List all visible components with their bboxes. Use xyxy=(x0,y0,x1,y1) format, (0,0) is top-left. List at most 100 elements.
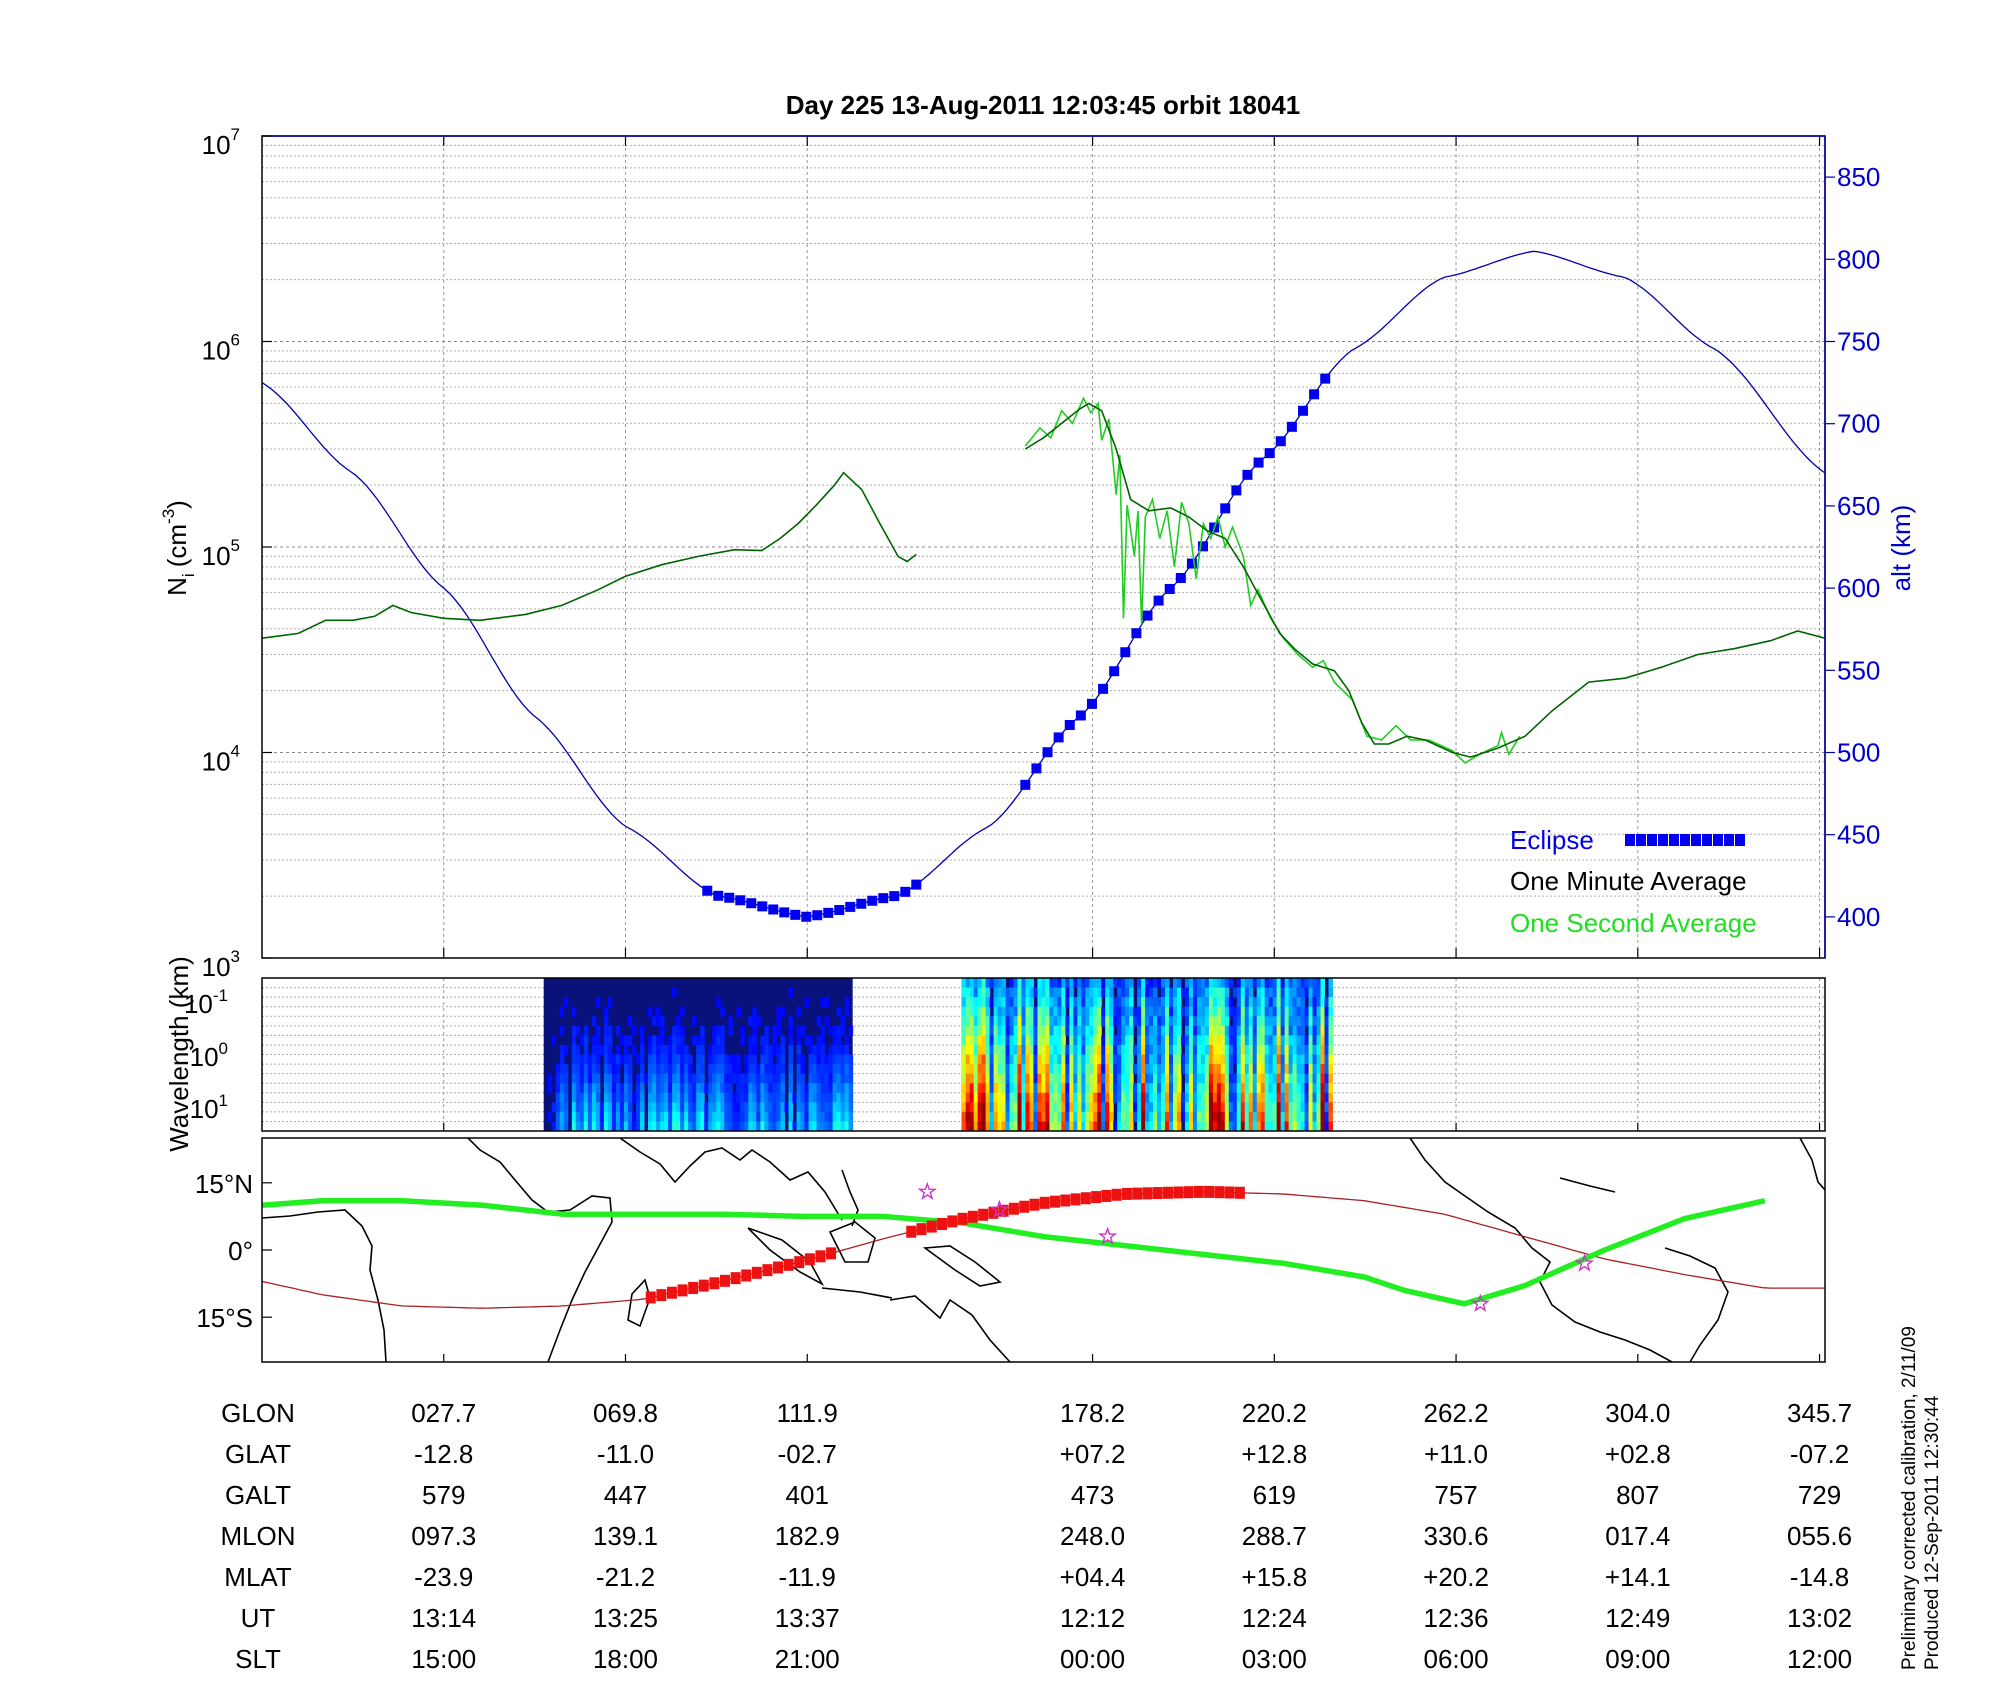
spectrogram-cell xyxy=(575,1054,581,1065)
spectrogram-cell xyxy=(1045,1092,1050,1103)
spectrogram-cell xyxy=(1121,1006,1126,1017)
spectrogram-cell xyxy=(788,1102,793,1113)
spectrogram-cell xyxy=(1296,1025,1302,1036)
spectrogram-cell xyxy=(1276,1102,1282,1113)
spectrogram-cell xyxy=(1013,1044,1019,1055)
spectrogram-cell xyxy=(792,1092,797,1103)
spectrogram-cell xyxy=(764,1035,769,1046)
spectrogram-cell xyxy=(1224,1025,1230,1036)
spectrogram-cell xyxy=(656,1054,661,1065)
spectrogram-cell xyxy=(1264,1035,1270,1046)
spectrogram-cell xyxy=(684,1121,689,1132)
spectrogram-cell xyxy=(1165,1121,1170,1132)
spectrogram-cell xyxy=(1149,1054,1154,1065)
spectrogram-cell xyxy=(1165,1006,1170,1017)
eclipse-marker xyxy=(768,904,779,915)
spectrogram-cell xyxy=(1009,978,1015,989)
spectrogram-cell xyxy=(1113,1073,1118,1084)
spectrogram-cell xyxy=(575,1092,581,1103)
spectrogram-cell xyxy=(1180,1035,1186,1046)
spectrogram-cell xyxy=(796,1044,802,1055)
spectrogram-cell xyxy=(840,1092,846,1103)
spectrogram-cell xyxy=(752,1102,757,1113)
spectrogram-cell xyxy=(1161,1083,1166,1094)
spectrogram-cell xyxy=(1280,1111,1286,1122)
spectrogram-cell xyxy=(1324,997,1329,1008)
eclipse-marker xyxy=(735,895,746,906)
spectrogram-cell xyxy=(1228,1111,1234,1122)
spectrogram-cell xyxy=(1260,997,1266,1008)
spectrogram-cell xyxy=(1244,1092,1250,1103)
spectrogram-cell xyxy=(603,1025,609,1036)
spectrogram-cell xyxy=(1061,1102,1066,1113)
spectrogram-cell xyxy=(728,1016,733,1027)
spectrogram-cell xyxy=(740,1073,745,1084)
spectrogram-cell xyxy=(832,1083,838,1094)
spectrogram-cell xyxy=(1216,1102,1222,1113)
spectrogram-cell xyxy=(563,997,569,1008)
spectrogram-cell xyxy=(1169,1073,1174,1084)
spectrogram-cell xyxy=(828,1025,834,1036)
star-marker xyxy=(917,1181,937,1200)
spectrogram-cell xyxy=(1240,1035,1246,1046)
spectrogram-cell xyxy=(1208,1092,1214,1103)
spectrogram-cell xyxy=(1029,1044,1034,1055)
spectrogram-cell xyxy=(1165,1025,1170,1036)
spectrogram-cell xyxy=(1268,1111,1274,1122)
coast-arabia-india xyxy=(619,1138,843,1221)
spectrogram-cell xyxy=(1165,997,1170,1008)
spectrogram-cell xyxy=(1173,1044,1178,1055)
spectrogram-cell xyxy=(551,1102,557,1113)
spectrogram-cell xyxy=(780,1035,785,1046)
spectrogram-cell xyxy=(1256,1025,1262,1036)
spectrogram-cell xyxy=(656,1064,661,1075)
spectrogram-cell xyxy=(1021,1044,1027,1055)
spectrogram-cell xyxy=(668,1092,673,1103)
spectrogram-cell xyxy=(1089,1054,1094,1065)
track-marker xyxy=(1152,1187,1163,1200)
spectrogram-cell xyxy=(716,1092,721,1103)
spectrogram-cell xyxy=(1029,1054,1034,1065)
spectrogram-cell xyxy=(672,1111,677,1122)
y-tick-base: 10 xyxy=(202,336,231,366)
spectrogram-cell xyxy=(1260,1083,1266,1094)
spectrogram-cell xyxy=(1061,997,1066,1008)
y-tick-base: 10 xyxy=(202,952,231,982)
spectrogram-cell xyxy=(1288,1016,1294,1027)
spectrogram-cell xyxy=(1173,1083,1178,1094)
spectrogram-cell xyxy=(989,1083,995,1094)
spectrogram-cell xyxy=(1220,978,1226,989)
spectrogram-cell xyxy=(1085,1016,1090,1027)
spectrogram-cell xyxy=(631,1092,637,1103)
spectrogram-cell xyxy=(547,1111,553,1122)
spectrogram-cell xyxy=(844,1064,850,1075)
spectrogram-cell xyxy=(1276,987,1282,998)
spectrogram-cell xyxy=(684,1054,689,1065)
table-cell: 401 xyxy=(786,1480,829,1510)
spectrogram-cell xyxy=(820,1035,826,1046)
spectrogram-cell xyxy=(993,1083,999,1094)
spectrogram-cell xyxy=(1212,1083,1218,1094)
spectrogram-cell xyxy=(688,1111,693,1122)
spectrogram-cell xyxy=(1208,997,1214,1008)
spectrogram-cell xyxy=(1240,1092,1246,1103)
spectrogram-cell xyxy=(1188,1083,1194,1094)
track-marker xyxy=(783,1258,794,1271)
spectrogram-cell xyxy=(1105,1006,1110,1017)
spectrogram-cell xyxy=(828,1092,834,1103)
orbit-data-table: GLON 027.7 069.8 111.9 178.2 220.2 262.2 304.0 3… xyxy=(220,1398,1852,1674)
spectrogram-cell xyxy=(1105,1111,1110,1122)
spectrogram-cell xyxy=(1149,1102,1154,1113)
spectrogram-cell xyxy=(1101,1064,1106,1075)
spectrogram-cell xyxy=(672,1064,677,1075)
spectrogram-cell xyxy=(840,1102,846,1113)
spectrogram-cell xyxy=(656,1111,661,1122)
spectrogram-cell xyxy=(587,1092,593,1103)
spectrogram-cell xyxy=(1312,997,1318,1008)
table-cell: +04.4 xyxy=(1060,1562,1126,1592)
spectrogram-cell xyxy=(828,1121,834,1132)
spectrogram-cell xyxy=(1137,987,1142,998)
spectrogram-cell xyxy=(708,1102,713,1113)
eclipse-marker xyxy=(1086,698,1097,709)
spectrogram-cell xyxy=(848,1064,854,1075)
